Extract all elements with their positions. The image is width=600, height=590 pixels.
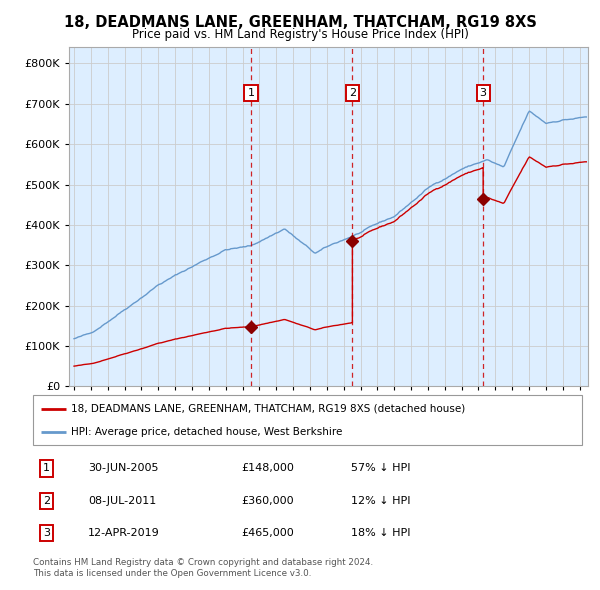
Text: Contains HM Land Registry data © Crown copyright and database right 2024.: Contains HM Land Registry data © Crown c… <box>33 558 373 566</box>
Text: 18, DEADMANS LANE, GREENHAM, THATCHAM, RG19 8XS: 18, DEADMANS LANE, GREENHAM, THATCHAM, R… <box>64 15 536 30</box>
Text: Price paid vs. HM Land Registry's House Price Index (HPI): Price paid vs. HM Land Registry's House … <box>131 28 469 41</box>
Text: 08-JUL-2011: 08-JUL-2011 <box>88 496 156 506</box>
Text: 30-JUN-2005: 30-JUN-2005 <box>88 463 158 473</box>
Text: 12-APR-2019: 12-APR-2019 <box>88 529 160 539</box>
Text: This data is licensed under the Open Government Licence v3.0.: This data is licensed under the Open Gov… <box>33 569 311 578</box>
Text: £360,000: £360,000 <box>242 496 294 506</box>
FancyBboxPatch shape <box>33 395 582 445</box>
Text: 3: 3 <box>479 88 487 98</box>
Text: HPI: Average price, detached house, West Berkshire: HPI: Average price, detached house, West… <box>71 427 343 437</box>
Text: 18% ↓ HPI: 18% ↓ HPI <box>352 529 411 539</box>
Text: 12% ↓ HPI: 12% ↓ HPI <box>352 496 411 506</box>
Text: £465,000: £465,000 <box>242 529 295 539</box>
Text: 1: 1 <box>43 463 50 473</box>
Text: 2: 2 <box>349 88 356 98</box>
Text: 3: 3 <box>43 529 50 539</box>
Text: 2: 2 <box>43 496 50 506</box>
Text: 18, DEADMANS LANE, GREENHAM, THATCHAM, RG19 8XS (detached house): 18, DEADMANS LANE, GREENHAM, THATCHAM, R… <box>71 404 466 414</box>
Text: 1: 1 <box>247 88 254 98</box>
Text: 57% ↓ HPI: 57% ↓ HPI <box>352 463 411 473</box>
Text: £148,000: £148,000 <box>242 463 295 473</box>
